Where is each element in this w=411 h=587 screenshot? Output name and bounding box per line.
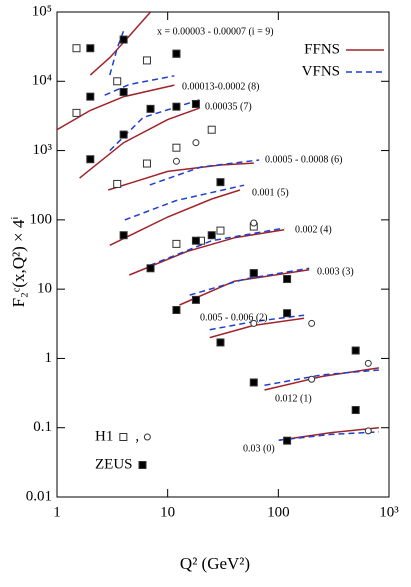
x-axis-label: Q² (GeV²): [180, 554, 250, 573]
data-point: [146, 264, 155, 273]
curve: [109, 99, 200, 152]
data-point: [142, 56, 151, 65]
legend-marker: [138, 461, 147, 469]
x-tick-label: 1: [53, 504, 61, 520]
data-point: [86, 155, 95, 164]
y-axis-label: F₂ᶜ(x,Q²) × 4ⁱ: [9, 217, 28, 308]
data-point: [216, 226, 225, 235]
y-tick-label: 10⁴: [32, 73, 52, 89]
data-point: [283, 309, 292, 318]
data-point: [216, 338, 225, 347]
curve: [107, 162, 254, 191]
data-point: [192, 139, 200, 147]
data-point: [249, 378, 258, 387]
bin-label: 0.005 - 0.006 (2): [200, 312, 268, 323]
data-point: [351, 346, 360, 355]
y-tick-label: 10: [37, 281, 52, 297]
data-point: [207, 125, 216, 134]
data-point: [308, 375, 316, 383]
curve: [57, 84, 175, 131]
data-point: [191, 236, 200, 245]
data-point: [119, 231, 128, 240]
y-tick-label: 0.01: [26, 488, 52, 504]
legend-separator: ,: [135, 428, 139, 444]
data-point: [364, 427, 372, 435]
data-point: [172, 239, 181, 248]
data-point: [172, 157, 180, 165]
bin-label: 0.002 (4): [295, 224, 332, 235]
plot-area: [57, 12, 380, 445]
data-point: [72, 44, 81, 53]
legend-label: H1: [95, 428, 113, 444]
data-point: [72, 108, 81, 117]
data-point: [142, 159, 151, 168]
data-point: [119, 130, 128, 139]
data-point: [216, 178, 225, 187]
data-point: [146, 104, 155, 113]
bin-label: 0.00035 (7): [205, 101, 252, 112]
bin-label: x = 0.00003 - 0.00007 (i = 9): [157, 26, 274, 37]
data-point: [113, 179, 122, 188]
legend-marker: [143, 433, 151, 441]
curve: [79, 107, 200, 179]
data-point: [86, 92, 95, 101]
y-tick-label: 1: [45, 350, 53, 366]
legend-label: FFNS: [304, 41, 340, 57]
data-point: [308, 319, 316, 327]
data-point: [172, 102, 181, 111]
data-point: [119, 35, 128, 44]
data-point: [250, 219, 258, 227]
curve: [278, 431, 379, 441]
x-tick-label: 10³: [379, 504, 399, 520]
y-tick-label: 10³: [33, 142, 53, 158]
data-point: [283, 275, 292, 284]
data-point: [172, 143, 181, 152]
bin-label: 0.003 (3): [317, 266, 354, 277]
curve: [264, 367, 380, 391]
curve: [149, 159, 260, 186]
data-point: [172, 49, 181, 58]
data-point: [250, 319, 258, 327]
data-point: [249, 269, 258, 278]
data-point: [283, 436, 292, 445]
curve: [129, 228, 285, 276]
legend-label: ZEUS: [95, 456, 133, 472]
curve: [109, 189, 241, 246]
data-point: [364, 359, 372, 367]
legend-label: VFNS: [302, 63, 340, 79]
data-point: [191, 100, 200, 109]
curve: [149, 227, 285, 267]
curve: [189, 267, 310, 296]
bin-label: 0.012 (1): [275, 393, 312, 404]
legend-marker: [119, 433, 128, 441]
plot-frame: [56, 11, 390, 498]
data-point: [191, 295, 200, 304]
y-tick-label: 0.1: [33, 419, 52, 435]
data-point: [113, 77, 122, 86]
data-point: [86, 44, 95, 53]
x-tick-label: 100: [267, 504, 290, 520]
bin-label: 0.00013-0.0002 (8): [182, 81, 260, 92]
curve: [264, 369, 379, 387]
data-point: [172, 305, 181, 314]
data-point: [207, 231, 216, 240]
y-tick-label: 100: [30, 211, 53, 227]
curve: [124, 184, 245, 221]
curve: [109, 27, 126, 76]
y-tick-label: 10⁵: [32, 3, 52, 19]
bin-label: 0.0005 - 0.0008 (6): [265, 154, 343, 165]
bin-label: 0.001 (5): [252, 187, 289, 198]
data-point: [119, 88, 128, 97]
curve: [278, 426, 379, 441]
data-point: [351, 406, 360, 415]
bin-label: 0.03 (0): [243, 443, 275, 454]
curve: [89, 12, 152, 76]
x-tick-label: 10: [160, 504, 175, 520]
